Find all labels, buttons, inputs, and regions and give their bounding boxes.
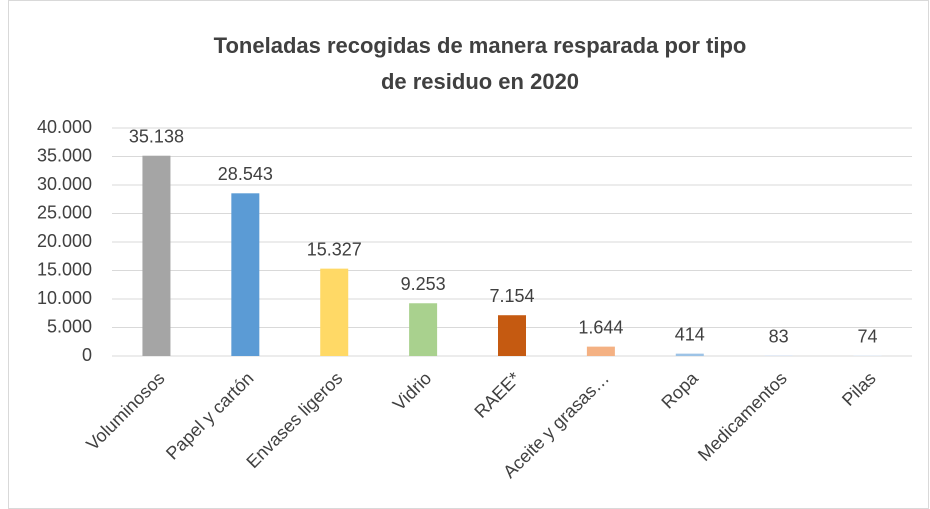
chart-title: Toneladas recogidas de manera resparada … bbox=[213, 33, 747, 94]
data-label: 35.138 bbox=[129, 126, 184, 146]
bar bbox=[142, 155, 171, 356]
x-tick-label: RAEE* bbox=[470, 368, 524, 422]
data-label: 9.253 bbox=[401, 274, 446, 294]
data-label: 1.644 bbox=[578, 317, 623, 337]
y-tick-label: 25.000 bbox=[37, 202, 92, 222]
y-tick-label: 40.000 bbox=[37, 117, 92, 137]
bar bbox=[498, 315, 526, 356]
data-label: 28.543 bbox=[218, 164, 273, 184]
x-tick-label: Ropa bbox=[657, 367, 702, 412]
bar bbox=[231, 193, 260, 356]
bar bbox=[409, 303, 438, 356]
data-label: 15.327 bbox=[307, 239, 362, 259]
data-label: 83 bbox=[769, 326, 789, 346]
x-tick-label: Voluminosos bbox=[82, 368, 168, 454]
data-label: 74 bbox=[858, 326, 878, 346]
y-tick-label: 0 bbox=[82, 345, 92, 365]
x-tick-label: Papel y cartón bbox=[162, 368, 258, 464]
x-tick-label: Medicamentos bbox=[694, 368, 791, 465]
bar bbox=[675, 353, 704, 356]
y-tick-label: 10.000 bbox=[37, 288, 92, 308]
x-tick-label: Pilas bbox=[838, 368, 880, 410]
y-tick-label: 15.000 bbox=[37, 259, 92, 279]
y-tick-label: 20.000 bbox=[37, 231, 92, 251]
data-label: 414 bbox=[675, 324, 705, 344]
y-tick-label: 5.000 bbox=[47, 316, 92, 336]
x-tick-label: Envases ligeros bbox=[242, 368, 346, 472]
y-tick-label: 35.000 bbox=[37, 145, 92, 165]
bar bbox=[320, 268, 349, 356]
y-tick-label: 30.000 bbox=[37, 174, 92, 194]
bar bbox=[586, 346, 615, 356]
x-tick-label: Vidrio bbox=[389, 368, 435, 414]
data-label: 7.154 bbox=[489, 286, 534, 306]
